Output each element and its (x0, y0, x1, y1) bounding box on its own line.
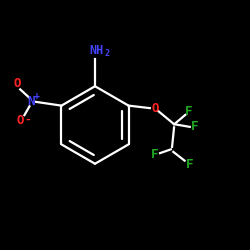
Text: F: F (151, 148, 158, 161)
Text: +: + (34, 91, 40, 102)
Text: N: N (28, 95, 35, 108)
Text: O: O (152, 102, 159, 114)
Text: -: - (24, 115, 31, 125)
Text: F: F (191, 120, 198, 134)
Text: O: O (14, 77, 22, 90)
Text: F: F (186, 158, 193, 171)
Text: F: F (185, 104, 193, 118)
Text: O: O (16, 114, 24, 126)
Text: 2: 2 (104, 48, 110, 58)
Text: NH: NH (89, 44, 104, 57)
